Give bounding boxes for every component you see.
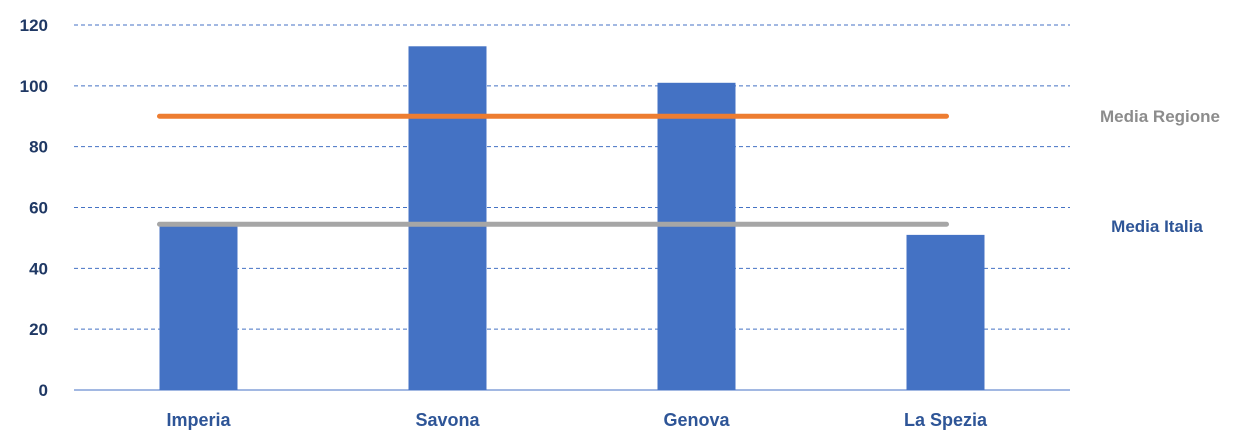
bar-genova [657, 82, 736, 391]
reference-line-labels: Media Regione Media Italia [1100, 107, 1220, 236]
y-tick-label: 60 [29, 199, 48, 218]
y-tick-label: 80 [29, 138, 48, 157]
reference-label-media-regione: Media Regione [1100, 107, 1220, 126]
y-tick-label: 120 [20, 16, 48, 35]
bar-imperia [159, 225, 238, 390]
x-category-label: La Spezia [904, 410, 988, 430]
x-category-label: Genova [663, 410, 730, 430]
y-axis-ticks: 0 20 40 60 80 100 120 [20, 16, 48, 400]
gridlines [74, 24, 1070, 391]
y-tick-label: 0 [39, 381, 48, 400]
x-axis-labels: Imperia Savona Genova La Spezia [166, 410, 988, 430]
bar-la-spezia [906, 234, 985, 390]
reference-lines [157, 113, 949, 227]
y-tick-label: 40 [29, 259, 48, 278]
x-category-label: Imperia [166, 410, 231, 430]
x-category-label: Savona [415, 410, 480, 430]
bars [159, 46, 985, 391]
y-tick-label: 100 [20, 77, 48, 96]
y-tick-label: 20 [29, 320, 48, 339]
bar-savona [408, 46, 487, 391]
reference-label-media-italia: Media Italia [1111, 217, 1203, 236]
